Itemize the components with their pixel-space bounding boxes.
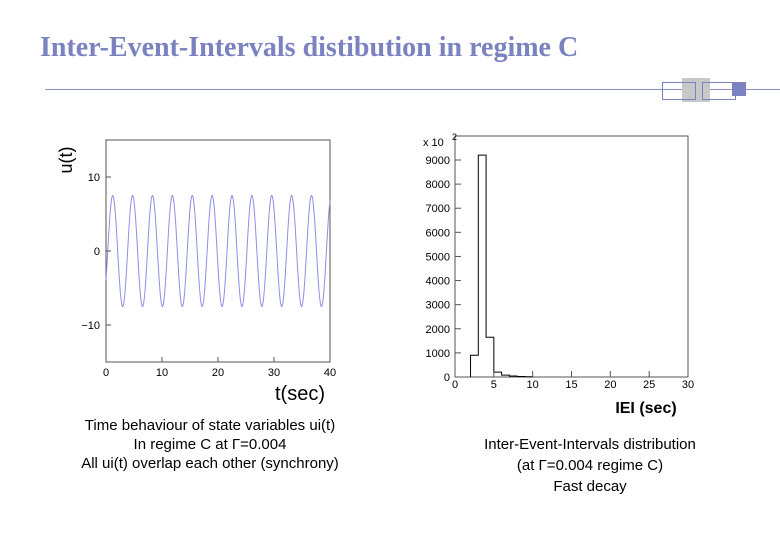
plot-frame [454,135,689,378]
y-tick-label: 2000 [426,324,450,336]
x-tick-label: 20 [212,367,224,379]
left-caption: Time behaviour of state variables ui(t) … [40,416,380,473]
x-tick-label: 30 [268,367,280,379]
y-tick-label: 7000 [426,203,450,215]
y-tick-label: 4000 [426,276,450,288]
x-tick-label: 40 [324,367,336,379]
time-series-ticks: 0 10 20 30 40 −10 0 10 [81,172,336,379]
x-tick-label: 30 [682,379,694,391]
slide-title: Inter-Event-Intervals distibution in reg… [40,32,579,63]
left-caption-line-2: In regime C at Γ=0.004 [133,436,287,453]
y-multiplier-exponent: 2 [452,132,457,142]
title-divider [45,89,780,90]
y-tick-label: 9000 [426,155,450,167]
x-tick-label: 25 [643,379,655,391]
right-caption: Inter-Event-Intervals distribution (at Γ… [440,434,740,497]
left-caption-line-1: Time behaviour of state variables ui(t) [84,417,336,434]
left-caption-line-3: All ui(t) overlap each other (synchrony) [81,455,339,472]
decor-squares [662,76,780,106]
histogram-bin [486,337,494,377]
histogram-bin [471,355,479,377]
histogram-outline [470,154,534,378]
y-tick-label: 0 [444,372,450,384]
right-caption-line-3: Fast decay [553,478,627,495]
decor-square-blue [732,82,746,96]
x-axis-label: t(sec) [275,383,325,405]
y-tick-label: 0 [94,246,100,258]
y-tick-label: 8000 [426,179,450,191]
histogram-ticks: 0 5 10 15 20 25 30 0 1000 2000 3000 4000 5000 6000 700… [426,155,695,391]
y-tick-label: 3000 [426,300,450,312]
right-caption-line-1: Inter-Event-Intervals distribution [484,436,696,453]
x-tick-label: 15 [565,379,577,391]
right-caption-line-2: (at Γ=0.004 regime C) [516,457,664,474]
y-tick-label: 6000 [426,227,450,239]
x-axis-label: IEI (sec) [615,400,676,417]
y-tick-label: −10 [81,320,100,332]
x-tick-label: 10 [527,379,539,391]
y-multiplier-base: x 10 [423,137,444,149]
y-tick-label: 5000 [426,251,450,263]
y-tick-label: 1000 [426,348,450,360]
histogram-axes [454,135,689,378]
x-tick-label: 10 [156,367,168,379]
y-axis-label: u(t) [56,147,76,174]
histogram-bin [494,372,502,377]
x-tick-label: 0 [452,379,458,391]
decor-square-outline-1 [662,82,696,100]
y-tick-label: 10 [88,172,100,184]
x-tick-label: 5 [491,379,497,391]
histogram-bin [478,155,486,377]
x-tick-label: 0 [103,367,109,379]
x-tick-label: 20 [604,379,616,391]
ui-trace-line [105,194,331,307]
